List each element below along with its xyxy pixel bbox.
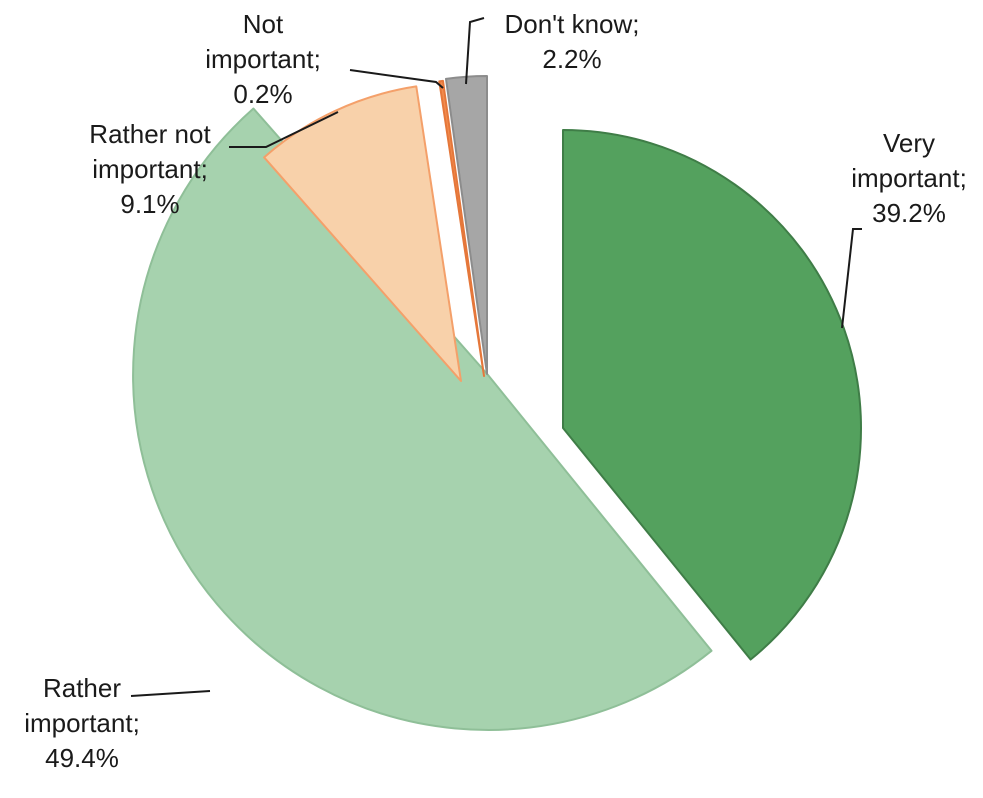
data-label-line: important;: [205, 44, 321, 74]
data-label-rather-not-important: Rather not important; 9.1%: [89, 119, 211, 219]
data-label-line: important;: [92, 154, 208, 184]
data-label-line: 49.4%: [45, 743, 119, 773]
pie-slice-rather-not-important: [263, 85, 462, 382]
leader-line-rather-not-important: [229, 111, 339, 148]
leader-line-not-important: [349, 69, 444, 89]
data-label-line: 9.1%: [120, 189, 179, 219]
leader-line-rather-important: [130, 690, 211, 697]
data-label-line: Not: [243, 9, 284, 39]
data-label-line: important;: [24, 708, 140, 738]
data-label-line: 39.2%: [872, 198, 946, 228]
data-labels-layer: Very important; 39.2% Rather important; 49.4%…: [24, 9, 967, 773]
data-label-line: important;: [851, 163, 967, 193]
data-label-line: 2.2%: [542, 44, 601, 74]
data-label-very-important: Very important; 39.2%: [851, 128, 967, 228]
pie-slice-not-important: [438, 79, 485, 377]
pie-slice-rather-important: [132, 107, 713, 731]
data-label-line: 0.2%: [233, 79, 292, 109]
leader-line-don-t-know: [465, 17, 485, 85]
data-label-line: Don't know;: [504, 9, 639, 39]
data-label-line: Rather: [43, 673, 121, 703]
data-label-don-t-know: Don't know; 2.2%: [504, 9, 639, 74]
data-label-line: Very: [883, 128, 935, 158]
data-label-line: Rather not: [89, 119, 211, 149]
pie-slice-very-important: [562, 129, 862, 661]
leader-line-very-important: [841, 228, 862, 329]
leader-lines-layer: [130, 17, 862, 697]
data-label-not-important: Not important; 0.2%: [205, 9, 321, 109]
data-label-rather-important: Rather important; 49.4%: [24, 673, 140, 773]
slices-layer: [132, 75, 862, 731]
